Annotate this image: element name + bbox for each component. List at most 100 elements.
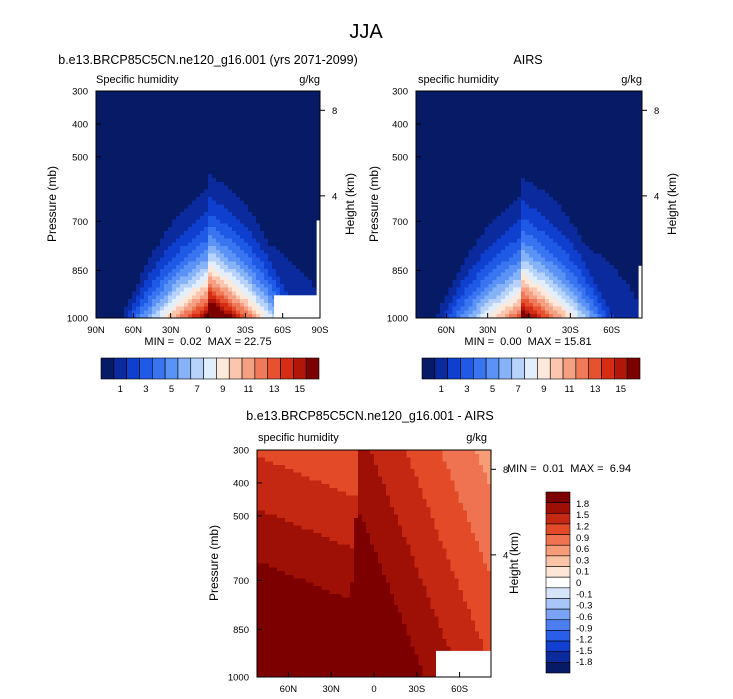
contour-cell bbox=[116, 102, 121, 107]
contour-cell bbox=[168, 283, 173, 289]
contour-cell bbox=[196, 162, 201, 168]
contour-cell bbox=[144, 219, 149, 224]
contour-cell bbox=[597, 140, 602, 145]
contour-cell bbox=[136, 121, 141, 126]
contour-cell bbox=[529, 193, 534, 198]
contour-cell bbox=[128, 257, 133, 262]
contour-cell bbox=[452, 189, 457, 194]
contour-cell bbox=[300, 178, 305, 183]
contour-cell bbox=[549, 132, 554, 137]
contour-cell bbox=[240, 219, 245, 224]
contour-cell bbox=[500, 91, 506, 96]
contour-cell bbox=[516, 91, 522, 96]
contour-cell bbox=[252, 170, 257, 175]
contour-cell bbox=[124, 94, 129, 99]
contour-cell bbox=[244, 151, 249, 156]
contour-cell bbox=[276, 246, 281, 251]
contour-cell bbox=[104, 155, 109, 160]
contour-cell bbox=[601, 125, 607, 130]
contour-cell bbox=[184, 215, 189, 220]
contour-cell bbox=[629, 117, 635, 122]
contour-cell bbox=[452, 125, 457, 130]
contour-cell bbox=[168, 257, 173, 262]
contour-cell bbox=[260, 261, 265, 266]
contour-cell bbox=[136, 208, 141, 213]
contour-cell bbox=[637, 166, 642, 171]
contour-cell bbox=[581, 132, 586, 137]
contour-cell bbox=[208, 246, 213, 251]
contour-cell bbox=[601, 162, 607, 168]
contour-cell bbox=[456, 185, 461, 190]
contour-cell bbox=[593, 102, 598, 107]
contour-cell bbox=[252, 295, 257, 300]
contour-cell bbox=[549, 166, 554, 171]
contour-cell bbox=[304, 204, 309, 209]
contour-cell bbox=[148, 178, 153, 183]
contour-cell bbox=[152, 189, 157, 194]
contour-cell bbox=[589, 91, 594, 96]
contour-cell bbox=[264, 223, 269, 228]
contour-cell bbox=[625, 189, 631, 194]
contour-cell bbox=[520, 109, 526, 115]
contour-cell bbox=[144, 147, 149, 152]
contour-cell bbox=[204, 306, 209, 311]
contour-cell bbox=[272, 128, 277, 133]
contour-cell bbox=[184, 230, 189, 236]
contour-cell bbox=[581, 113, 586, 118]
contour-cell bbox=[472, 159, 477, 164]
contour-cell bbox=[268, 98, 273, 103]
contour-cell bbox=[116, 291, 121, 296]
contour-cell bbox=[272, 291, 277, 296]
contour-cell bbox=[500, 106, 506, 111]
contour-cell bbox=[496, 143, 502, 149]
contour-cell bbox=[136, 109, 141, 115]
contour-cell bbox=[156, 166, 161, 171]
contour-cell bbox=[216, 91, 221, 96]
contour-cell bbox=[472, 106, 477, 111]
contour-cell bbox=[529, 102, 534, 107]
contour-cell bbox=[424, 102, 429, 107]
contour-cell bbox=[240, 302, 245, 307]
contour-cell bbox=[617, 132, 623, 137]
contour-cell bbox=[152, 121, 157, 126]
contour-cell bbox=[484, 128, 489, 133]
contour-cell bbox=[200, 200, 205, 205]
contour-cell bbox=[288, 170, 293, 175]
contour-cell bbox=[252, 181, 257, 186]
contour-cell bbox=[180, 234, 185, 239]
contour-cell bbox=[476, 117, 481, 122]
contour-cell bbox=[184, 181, 189, 186]
contour-cell bbox=[232, 230, 237, 236]
contour-cell bbox=[116, 181, 121, 186]
contour-cell bbox=[112, 109, 117, 115]
contour-cell bbox=[312, 242, 317, 247]
contour-cell bbox=[300, 128, 305, 133]
contour-cell bbox=[128, 170, 133, 175]
contour-cell bbox=[256, 208, 261, 213]
contour-cell bbox=[300, 219, 305, 224]
contour-cell bbox=[272, 91, 277, 96]
contour-cell bbox=[549, 109, 554, 115]
contour-cell bbox=[140, 227, 145, 232]
contour-cell bbox=[176, 151, 181, 156]
colorbar-box bbox=[203, 357, 217, 380]
contour-cell bbox=[172, 181, 177, 186]
contour-cell bbox=[464, 151, 469, 156]
contour-cell bbox=[557, 170, 562, 175]
contour-cell bbox=[520, 181, 526, 186]
contour-cell bbox=[128, 219, 133, 224]
contour-cell bbox=[504, 174, 510, 179]
contour-cell bbox=[148, 223, 153, 228]
contour-cell bbox=[248, 257, 253, 262]
contour-cell bbox=[116, 98, 121, 103]
contour-cell bbox=[260, 155, 265, 160]
contour-cell bbox=[260, 162, 265, 168]
contour-cell bbox=[140, 159, 145, 164]
contour-cell bbox=[248, 280, 253, 285]
contour-cell bbox=[436, 121, 441, 126]
contour-cell bbox=[136, 238, 141, 243]
contour-cell bbox=[545, 159, 550, 164]
contour-cell bbox=[268, 189, 273, 194]
contour-cell bbox=[104, 193, 109, 198]
contour-cell bbox=[448, 102, 453, 107]
